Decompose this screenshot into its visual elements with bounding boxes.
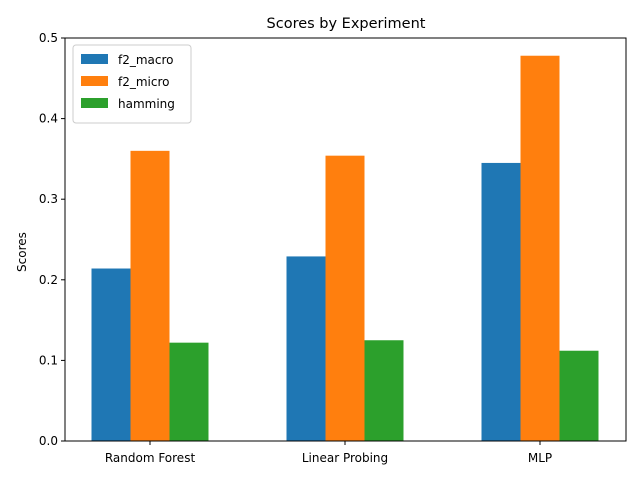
legend-label-f2_macro: f2_macro bbox=[118, 53, 174, 67]
y-tick-label-4: 0.4 bbox=[39, 112, 58, 126]
y-tick-label-3: 0.3 bbox=[39, 192, 58, 206]
y-tick-label-5: 0.5 bbox=[39, 31, 58, 45]
bar-hamming-1 bbox=[364, 340, 404, 441]
legend-label-hamming: hamming bbox=[118, 97, 175, 111]
x-tick-label-0: Random Forest bbox=[105, 451, 196, 465]
bar-f2_micro-0 bbox=[130, 150, 170, 441]
chart-title: Scores by Experiment bbox=[267, 16, 426, 32]
bar-f2_macro-0 bbox=[91, 268, 131, 441]
bar-f2_macro-2 bbox=[481, 162, 521, 441]
x-tick-label-1: Linear Probing bbox=[302, 451, 388, 465]
legend-swatch-f2_macro bbox=[81, 54, 108, 64]
plot-area: 0.0 0.1 0.2 0.3 0.4 0.5 Random Forest Linear Pr… bbox=[39, 31, 627, 465]
bar-hamming-0 bbox=[169, 342, 209, 441]
y-tick-label-1: 0.1 bbox=[39, 353, 58, 367]
legend-label-f2_micro: f2_micro bbox=[118, 75, 170, 89]
bar-hamming-2 bbox=[559, 350, 599, 441]
x-tick-label-2: MLP bbox=[528, 451, 552, 465]
legend-swatch-hamming bbox=[81, 98, 108, 108]
bar-f2_micro-1 bbox=[325, 155, 365, 441]
y-tick-label-0: 0.0 bbox=[39, 434, 58, 448]
bar-f2_macro-1 bbox=[286, 256, 326, 441]
y-tick-label-2: 0.2 bbox=[39, 273, 58, 287]
legend-swatch-f2_micro bbox=[81, 76, 108, 86]
bar-f2_micro-2 bbox=[520, 55, 560, 442]
y-axis-label: Scores bbox=[15, 232, 29, 272]
